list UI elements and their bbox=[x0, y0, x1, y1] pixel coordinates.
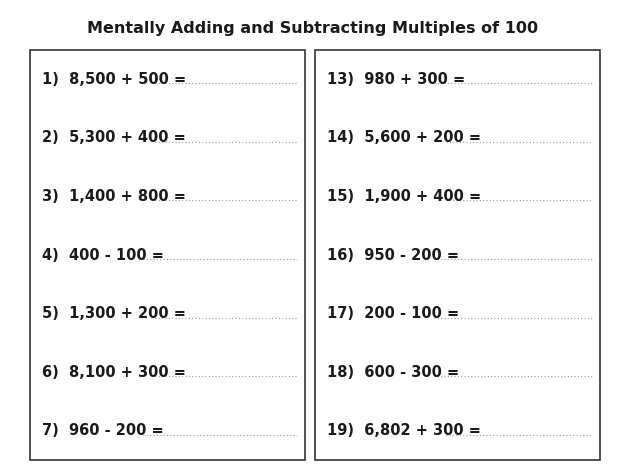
Text: 4)  400 - 100 =: 4) 400 - 100 = bbox=[42, 248, 164, 263]
Text: 18)  600 - 300 =: 18) 600 - 300 = bbox=[327, 365, 459, 380]
Text: 15)  1,900 + 400 =: 15) 1,900 + 400 = bbox=[327, 189, 481, 204]
Text: 6)  8,100 + 300 =: 6) 8,100 + 300 = bbox=[42, 365, 186, 380]
Text: 17)  200 - 100 =: 17) 200 - 100 = bbox=[327, 306, 459, 321]
Text: 1)  8,500 + 500 =: 1) 8,500 + 500 = bbox=[42, 72, 186, 87]
Text: 3)  1,400 + 800 =: 3) 1,400 + 800 = bbox=[42, 189, 186, 204]
Text: 7)  960 - 200 =: 7) 960 - 200 = bbox=[42, 423, 163, 438]
Text: 2)  5,300 + 400 =: 2) 5,300 + 400 = bbox=[42, 130, 186, 145]
Text: 19)  6,802 + 300 =: 19) 6,802 + 300 = bbox=[327, 423, 481, 438]
Text: 5)  1,300 + 200 =: 5) 1,300 + 200 = bbox=[42, 306, 186, 321]
Text: 13)  980 + 300 =: 13) 980 + 300 = bbox=[327, 72, 465, 87]
Text: 16)  950 - 200 =: 16) 950 - 200 = bbox=[327, 248, 459, 263]
Text: Mentally Adding and Subtracting Multiples of 100: Mentally Adding and Subtracting Multiple… bbox=[88, 21, 538, 36]
Text: 14)  5,600 + 200 =: 14) 5,600 + 200 = bbox=[327, 130, 481, 145]
